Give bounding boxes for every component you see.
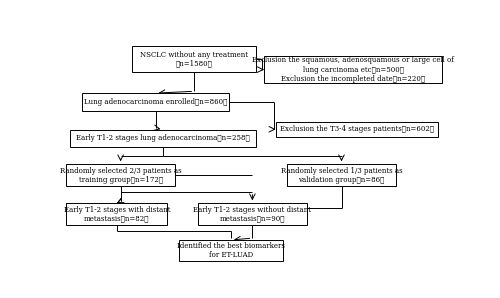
Text: Exclusion the squamous, adenosquamous or large cell of
lung carcinoma etc（n=500）: Exclusion the squamous, adenosquamous or… [252,56,454,83]
FancyBboxPatch shape [82,93,229,111]
Text: Randomly selected 1/3 patients as
validation group（n=86）: Randomly selected 1/3 patients as valida… [280,167,402,184]
Text: NSCLC without any treatment
（n=1580）: NSCLC without any treatment （n=1580） [140,51,248,68]
Text: Identified the best biomarkers
for ET-LUAD: Identified the best biomarkers for ET-LU… [177,242,285,259]
FancyBboxPatch shape [179,240,284,261]
Text: Early T1-2 stages lung adenocarcinoma（n=258）: Early T1-2 stages lung adenocarcinoma（n=… [76,134,250,142]
FancyBboxPatch shape [287,164,396,186]
Text: Lung adenocarcinoma enrolled（n=860）: Lung adenocarcinoma enrolled（n=860） [84,98,227,106]
FancyBboxPatch shape [276,122,438,137]
Text: Early T1-2 stages with distant
metastasis（n=82）: Early T1-2 stages with distant metastasi… [64,206,170,223]
FancyBboxPatch shape [66,203,167,225]
FancyBboxPatch shape [70,130,256,147]
Text: Randomly selected 2/3 patients as
training group（n=172）: Randomly selected 2/3 patients as traini… [60,167,182,184]
FancyBboxPatch shape [198,203,306,225]
Text: Early T1-2 stages without distant
metastasis（n=90）: Early T1-2 stages without distant metast… [194,206,312,223]
FancyBboxPatch shape [66,164,175,186]
Text: Exclusion the T3-4 stages patients（n=602）: Exclusion the T3-4 stages patients（n=602… [280,125,434,133]
FancyBboxPatch shape [132,46,256,72]
FancyBboxPatch shape [264,56,442,83]
